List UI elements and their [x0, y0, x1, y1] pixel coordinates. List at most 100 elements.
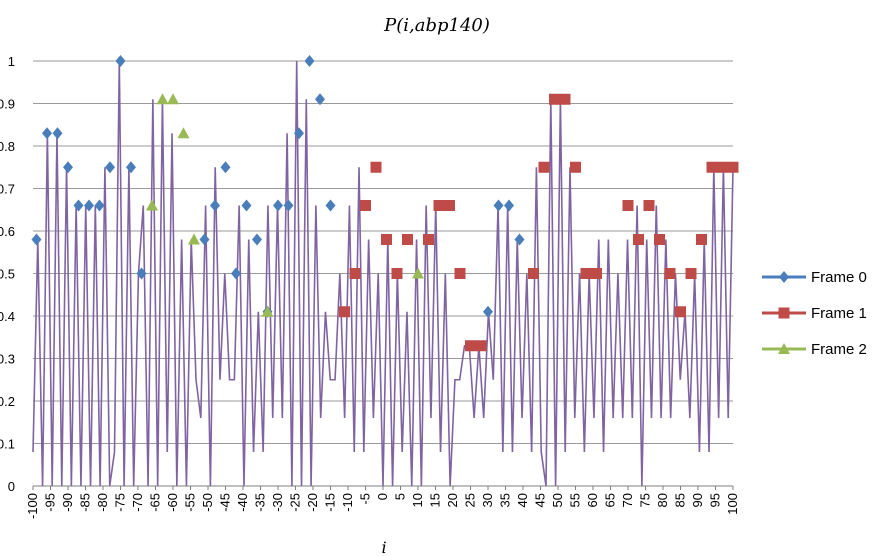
data-point-diamond [42, 127, 52, 140]
x-tick-label: 30 [480, 493, 495, 507]
x-tick-label: -95 [43, 493, 58, 512]
y-tick-label: 0.1 [0, 437, 15, 452]
x-tick-label: 45 [533, 493, 548, 507]
data-point-square [528, 268, 539, 279]
data-point-diamond [31, 233, 42, 246]
x-tick-label: -45 [218, 493, 233, 512]
data-point-square [391, 268, 403, 279]
y-tick-label: 0.9 [0, 97, 15, 112]
x-tick-label: -40 [235, 493, 250, 512]
x-tick-label: -65 [148, 493, 163, 512]
data-point-square [570, 161, 581, 173]
y-tick-label: 0.5 [0, 267, 15, 282]
x-tick-label: 90 [690, 493, 705, 507]
data-point-square [444, 200, 455, 211]
x-tick-label: -5 [358, 493, 373, 505]
data-point-diamond [493, 199, 504, 212]
data-point-square [454, 268, 466, 279]
data-point-diamond [273, 199, 283, 212]
x-tick-label: -25 [288, 493, 303, 512]
data-point-diamond [84, 199, 94, 212]
legend-marker [778, 343, 790, 354]
data-point-square [433, 200, 445, 211]
data-point-square [685, 268, 697, 279]
data-point-square [622, 200, 634, 211]
legend: Frame 0 Frame 1 Frame 2 [762, 269, 867, 358]
data-point-square [706, 161, 718, 173]
data-point-square [559, 93, 571, 105]
data-point-diamond [504, 199, 514, 212]
data-point-square [633, 234, 644, 245]
data-point-triangle [261, 305, 274, 317]
data-point-square [538, 161, 550, 173]
data-point-square [664, 268, 676, 279]
x-tick-label: -30 [270, 493, 285, 512]
y-tick-label: 0.4 [0, 309, 15, 324]
x-tick-label: 15 [428, 493, 443, 507]
data-point-diamond [315, 93, 325, 106]
x-tick-label: 0 [375, 493, 390, 500]
data-point-diamond [294, 127, 304, 140]
x-tick-label: 40 [515, 493, 530, 507]
data-point-square [591, 268, 602, 279]
data-point-diamond [199, 233, 210, 246]
x-tick-label: 95 [708, 493, 723, 507]
data-point-square [339, 306, 350, 318]
x-tick-label: -100 [25, 493, 40, 519]
data-point-diamond [325, 199, 336, 212]
x-tick-label: 55 [568, 493, 583, 507]
x-tick-label: 75 [638, 493, 653, 507]
x-tick-label: 60 [585, 493, 600, 507]
y-tick-label: 0.6 [0, 224, 15, 239]
data-point-square [423, 234, 434, 245]
y-tick-label: 0.8 [0, 139, 15, 154]
x-tick-label: -85 [78, 493, 93, 512]
x-tick-label: -20 [305, 493, 320, 512]
data-point-diamond [73, 199, 84, 212]
data-point-diamond [52, 127, 63, 140]
data-point-diamond [304, 55, 315, 67]
y-tick-label: 0.7 [0, 182, 15, 197]
data-point-square [549, 93, 560, 105]
trace-polyline [32, 60, 734, 487]
data-point-square [475, 340, 487, 352]
data-point-square [580, 268, 592, 279]
data-point-triangle [188, 233, 200, 245]
y-tick-label: 0 [8, 479, 15, 494]
data-point-diamond [136, 267, 147, 280]
legend-label: Frame 2 [811, 341, 867, 358]
data-point-square [727, 161, 739, 173]
x-tick-label: -50 [200, 493, 215, 512]
y-tick-label: 1 [8, 54, 15, 69]
data-point-diamond [231, 267, 241, 280]
data-point-diamond [105, 161, 115, 174]
x-tick-label: 100 [725, 493, 740, 515]
y-tick-label: 0.2 [0, 394, 15, 409]
data-point-triangle [146, 199, 158, 211]
data-point-square [402, 234, 413, 245]
x-tick-label: -10 [340, 493, 355, 512]
x-tick-label: 5 [393, 493, 408, 500]
chart-title: P(i,abp140) [383, 15, 490, 36]
data-point-triangle [167, 93, 179, 105]
data-point-square [465, 340, 476, 352]
x-tick-label: 50 [550, 493, 565, 507]
data-point-diamond [514, 233, 525, 246]
x-tick-label: 70 [620, 493, 635, 507]
x-axis-label: i [381, 538, 386, 556]
data-point-triangle [156, 93, 169, 105]
data-point-square [696, 234, 707, 245]
data-point-diamond [115, 55, 126, 67]
x-tick-label: 10 [410, 493, 425, 507]
data-point-diamond [283, 199, 294, 212]
data-point-diamond [241, 199, 252, 212]
x-tick-label: 35 [498, 493, 513, 507]
data-point-square [717, 161, 728, 173]
x-tick-label: -55 [183, 493, 198, 512]
x-tick-label: -75 [113, 493, 128, 512]
x-tick-label: 85 [673, 493, 688, 507]
data-point-square [675, 306, 686, 318]
x-tick-label: -90 [60, 493, 75, 512]
legend-marker [778, 307, 790, 319]
